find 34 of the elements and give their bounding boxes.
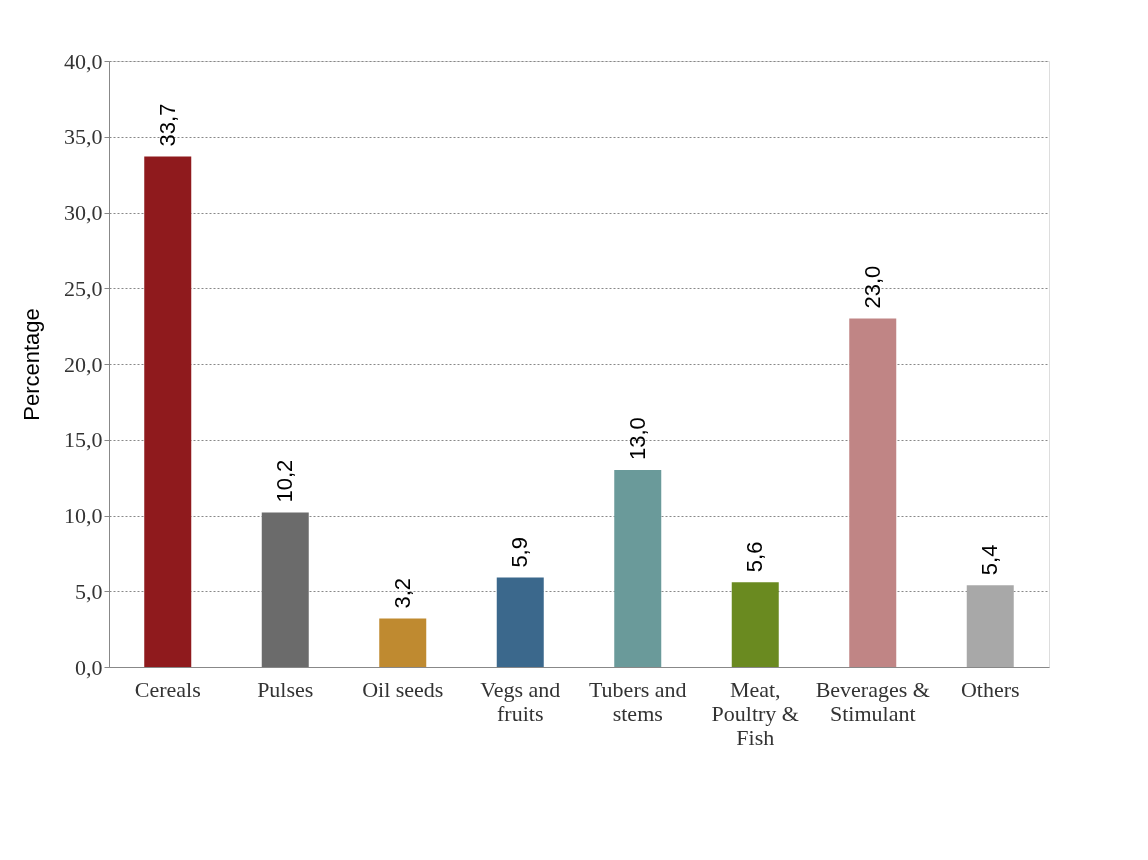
y-axis-title: Percentage — [19, 308, 44, 421]
x-tick-label: Oil seeds — [362, 676, 444, 702]
bar — [379, 618, 427, 667]
y-tick-label: 10,0 — [64, 503, 103, 528]
y-tick-label: 15,0 — [64, 427, 103, 453]
y-tick-label: 35,0 — [64, 124, 103, 150]
data-label: 5,6 — [742, 541, 768, 573]
bar — [849, 318, 897, 667]
x-tick-label: Cereals — [134, 676, 201, 702]
y-tick-label: 40,0 — [64, 48, 103, 74]
bar — [614, 470, 662, 667]
y-tick-label: 30,0 — [64, 200, 103, 225]
bar — [261, 512, 309, 667]
x-tick-label: Tubers and stems — [588, 676, 687, 726]
x-tick-label: Vegs and fruits — [480, 676, 561, 726]
bar — [966, 585, 1014, 667]
data-label: 10,2 — [272, 459, 298, 503]
data-label: 3,2 — [389, 577, 415, 609]
data-label: 23,0 — [859, 265, 885, 309]
data-label: 33,7 — [154, 103, 180, 147]
x-tick-label: Meat, Poultry & Fish — [711, 676, 799, 750]
data-label: 5,9 — [507, 537, 533, 568]
x-tick-label: Pulses — [257, 676, 314, 702]
y-tick-label: 0,0 — [75, 654, 103, 680]
data-label: 13,0 — [624, 417, 650, 461]
y-tick-label: 25,0 — [64, 275, 103, 301]
bar — [144, 156, 192, 667]
y-tick-label: 20,0 — [64, 351, 103, 377]
data-label: 5,4 — [977, 544, 1003, 576]
x-tick-label: Beverages & Stimulant — [815, 676, 930, 726]
bar — [496, 577, 544, 667]
y-tick-label: 5,0 — [75, 578, 103, 604]
x-tick-label: Others — [960, 676, 1020, 702]
bar — [731, 582, 779, 667]
